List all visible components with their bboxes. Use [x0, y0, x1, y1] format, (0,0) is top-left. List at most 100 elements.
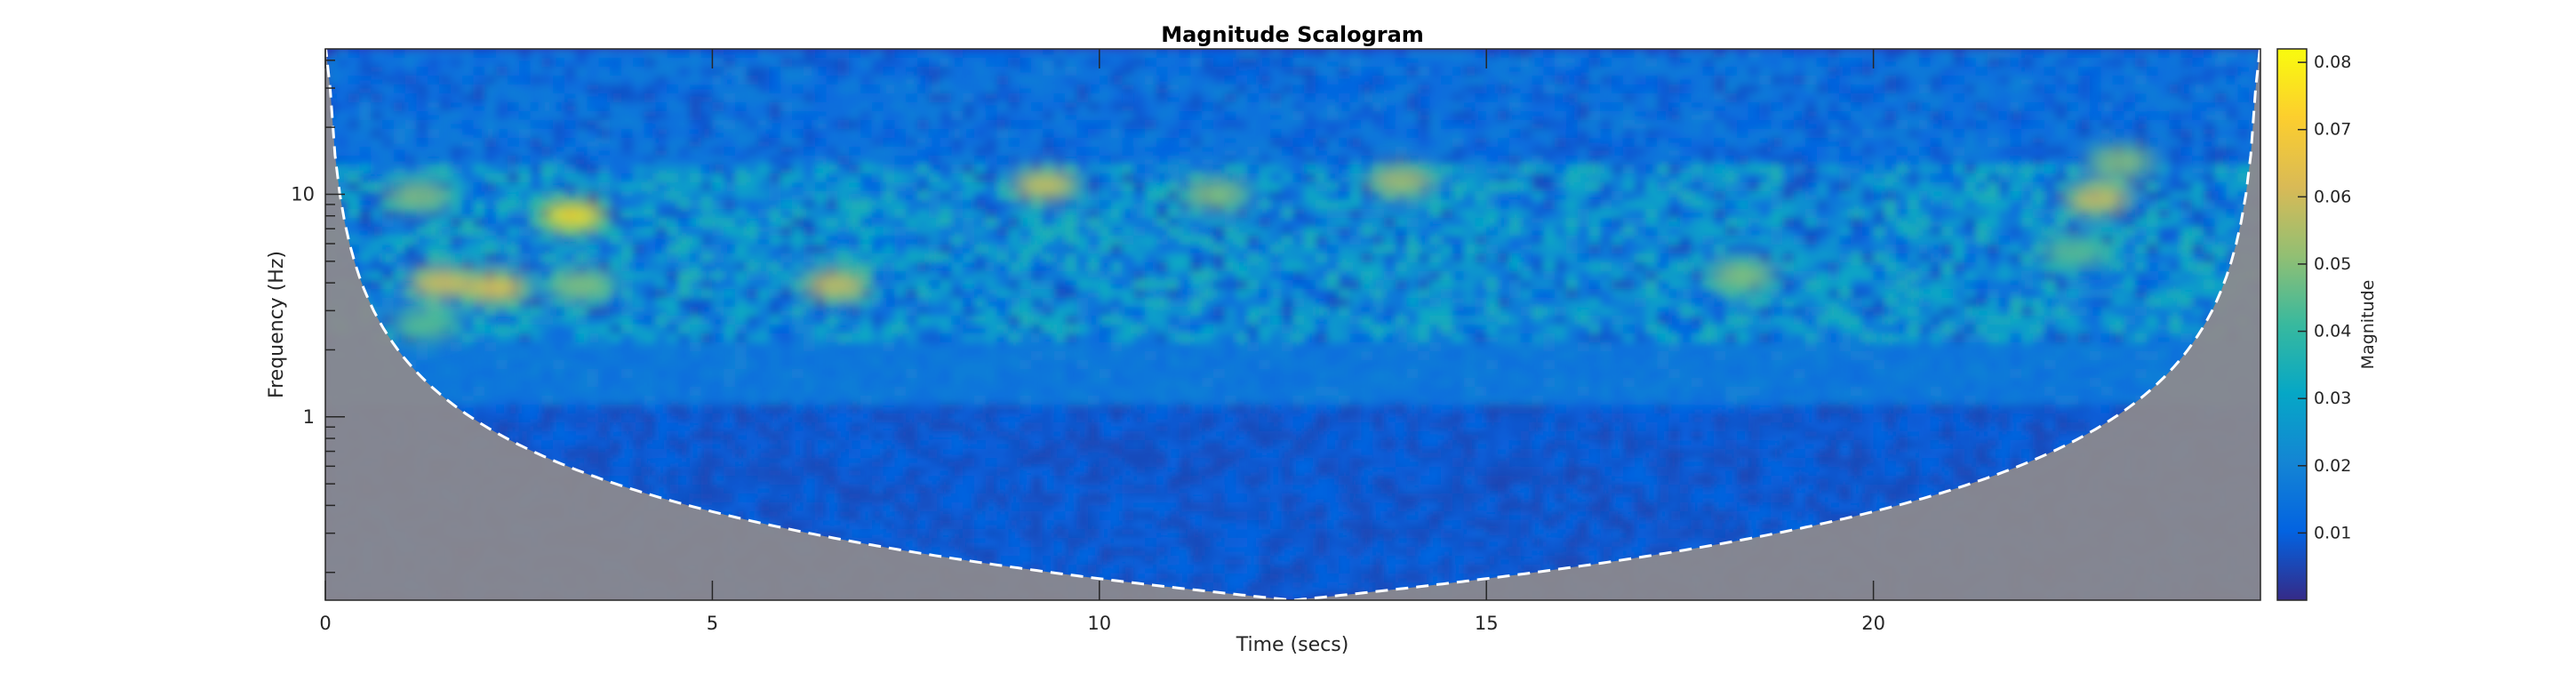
heat-cell	[1896, 227, 1908, 237]
heat-cell	[2135, 58, 2148, 68]
heat-cell	[1998, 102, 2012, 112]
heat-cell	[1987, 76, 2000, 85]
heat-cell	[883, 280, 896, 290]
heat-cell	[940, 173, 953, 183]
heat-cell	[1145, 182, 1157, 192]
heat-cell	[553, 253, 565, 263]
heat-cell	[803, 120, 816, 130]
heat-cell	[951, 164, 964, 174]
heat-cell	[928, 84, 941, 94]
heat-cell	[1964, 173, 1977, 183]
heat-cell	[1873, 164, 1886, 174]
heat-cell	[735, 262, 748, 272]
heat-cell	[1851, 280, 1863, 290]
heat-cell	[1247, 93, 1260, 103]
heat-cell	[530, 182, 543, 192]
heat-cell	[1088, 120, 1100, 130]
heat-cell	[1395, 93, 1408, 103]
heat-cell	[996, 182, 1010, 192]
heat-cell	[883, 93, 896, 103]
heat-cell	[359, 102, 372, 112]
heat-cell	[1520, 120, 1533, 130]
heat-cell	[1133, 173, 1146, 183]
heat-cell	[700, 76, 714, 85]
heat-cell	[814, 147, 828, 156]
heat-cell	[1292, 147, 1306, 156]
heat-cell	[1918, 182, 1932, 192]
heat-cell	[814, 120, 828, 130]
heat-cell	[1133, 102, 1146, 112]
heat-cell	[336, 84, 349, 94]
heat-cell	[1736, 129, 1749, 139]
heat-cell	[1975, 262, 1988, 272]
heat-cell	[1383, 84, 1396, 94]
heat-cell	[2044, 262, 2057, 272]
heat-cell	[1247, 280, 1260, 290]
heat-cell	[689, 138, 702, 148]
heat-cell	[1099, 253, 1112, 263]
heat-cell	[1794, 93, 1806, 103]
heat-cell	[1463, 156, 1476, 165]
heat-cell	[1998, 129, 2012, 139]
heat-cell	[530, 289, 543, 299]
heat-cell	[1088, 182, 1100, 192]
heat-cell	[598, 120, 612, 130]
heat-cell	[1475, 164, 1488, 174]
heat-cell	[1714, 147, 1727, 156]
heat-cell	[2032, 191, 2045, 201]
heat-cell	[1236, 298, 1249, 308]
heat-cell	[1133, 182, 1146, 192]
heat-cell	[1498, 227, 1510, 237]
heat-cell	[1873, 227, 1886, 237]
heat-cell	[689, 307, 702, 317]
heat-cell	[1156, 93, 1169, 103]
heat-cell	[940, 280, 953, 290]
heat-cell	[1508, 129, 1522, 139]
heat-cell	[1555, 164, 1567, 174]
heat-cell	[1338, 173, 1351, 183]
heat-cell	[1634, 236, 1647, 245]
heat-cell	[507, 245, 520, 254]
heat-cell	[724, 182, 736, 192]
heat-cell	[1794, 289, 1806, 299]
heat-cell	[2112, 262, 2125, 272]
heat-cell	[1156, 289, 1169, 299]
heat-cell	[963, 253, 975, 263]
heat-cell	[1543, 218, 1556, 228]
heat-cell	[1702, 156, 1716, 165]
heat-cell	[1053, 147, 1067, 156]
heat-cell	[336, 93, 349, 103]
heat-cell	[1031, 280, 1044, 290]
heat-cell	[404, 93, 418, 103]
heat-cell	[359, 271, 372, 281]
heat-cell	[1008, 164, 1021, 174]
heat-cell	[916, 156, 930, 165]
heat-cell	[1304, 84, 1317, 94]
heat-cell	[1383, 129, 1396, 139]
heat-cell	[1622, 49, 1636, 59]
heat-cell	[1908, 227, 1920, 237]
heat-cell	[963, 164, 975, 174]
heat-cell	[2192, 271, 2204, 281]
heat-cell	[1884, 84, 1898, 94]
heat-cell	[746, 236, 759, 245]
heat-cell	[860, 120, 873, 130]
heat-cell	[1281, 191, 1294, 201]
heat-cell	[724, 227, 736, 237]
heat-cell	[610, 227, 622, 237]
heat-cell	[1565, 236, 1579, 245]
heat-cell	[1565, 102, 1579, 112]
heat-cell	[2010, 289, 2023, 299]
heat-cell	[1645, 76, 1659, 85]
heat-cell	[1657, 84, 1670, 94]
heat-cell	[1269, 280, 1283, 290]
heat-cell	[1884, 200, 1898, 210]
heat-cell	[1383, 227, 1396, 237]
heat-cell	[1577, 138, 1590, 148]
heat-cell	[1668, 280, 1681, 290]
heat-cell	[1622, 245, 1636, 254]
heat-cell	[1167, 245, 1180, 254]
heat-cell	[2226, 84, 2239, 94]
heat-cell	[507, 262, 520, 272]
heat-cell	[1782, 49, 1795, 59]
